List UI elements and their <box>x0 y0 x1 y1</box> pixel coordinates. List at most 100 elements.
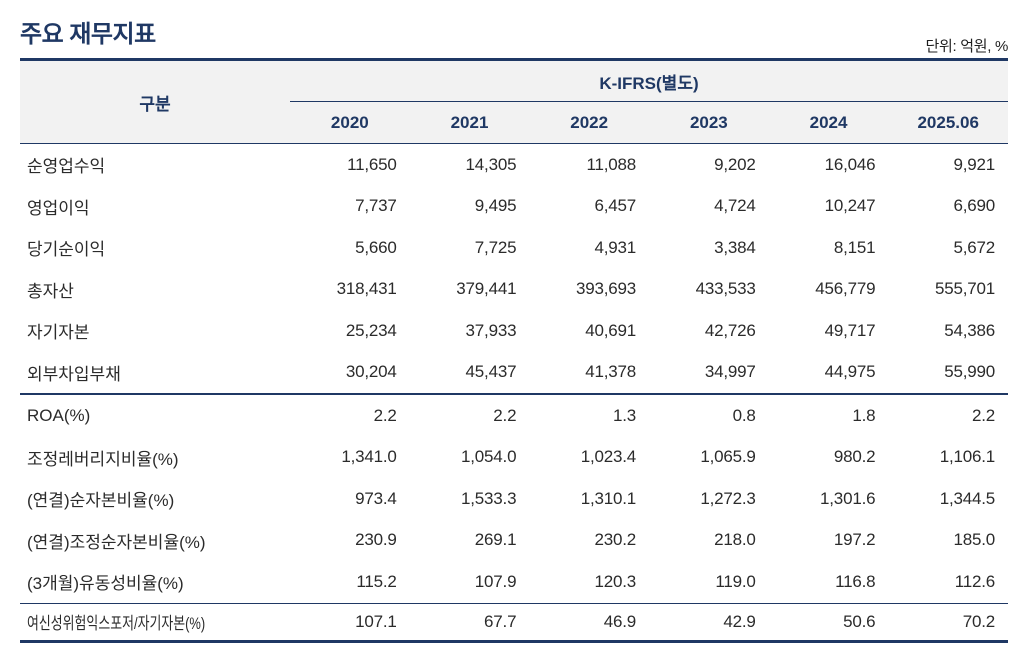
row-label: (연결)순자본비율(%) <box>27 491 175 511</box>
year-header-2022: 2022 <box>570 112 609 132</box>
cell-value: 230.2 <box>594 530 637 550</box>
cell-value: 67.7 <box>484 611 517 631</box>
year-header-2025-06: 2025.06 <box>917 112 979 132</box>
row-label: 순영업수익 <box>27 157 106 177</box>
cell-value: 2.2 <box>373 405 397 425</box>
row-label: (3개월)유동성비율(%) <box>27 574 184 594</box>
cell-value: 6,690 <box>953 196 996 216</box>
cell-value: 45,437 <box>465 362 517 382</box>
cell-value: 4,931 <box>594 237 637 257</box>
table-row: 조정레버리지비율(%) 1,341.0 1,054.0 1,023.4 1,06… <box>20 437 1008 479</box>
cell-value: 37,933 <box>465 320 517 340</box>
row-label: 외부차입부채 <box>27 364 121 384</box>
table-row: ROA(%) 2.2 2.2 1.3 0.8 1.8 2.2 <box>20 395 1008 437</box>
ratio-rows: ROA(%) 2.2 2.2 1.3 0.8 1.8 2.2 조정레버리지비율(… <box>20 395 1008 604</box>
cell-value: 42.9 <box>723 611 756 631</box>
cell-value: 1.3 <box>612 405 637 425</box>
cell-value: 1,310.1 <box>580 488 637 508</box>
cell-value: 7,725 <box>474 237 517 257</box>
cell-value: 5,672 <box>953 237 996 257</box>
table-header: 구분 K-IFRS(별도) 2020 2021 2022 2023 2024 2… <box>20 61 1008 144</box>
year-header-row: 2020 2021 2022 2023 2024 2025.06 <box>290 102 1008 143</box>
table-row: 외부차입부채 30,204 45,437 41,378 34,997 44,97… <box>20 352 1008 394</box>
row-label: 총자산 <box>27 281 74 301</box>
cell-value: 7,737 <box>355 196 397 216</box>
cell-value: 2.2 <box>493 405 517 425</box>
table-row: 영업이익 7,737 9,495 6,457 4,724 10,247 6,69… <box>20 186 1008 228</box>
cell-value: 318,431 <box>336 279 397 299</box>
cell-value: 973.4 <box>355 488 397 508</box>
cell-value: 8,151 <box>833 237 876 257</box>
financial-indicators-table: 구분 K-IFRS(별도) 2020 2021 2022 2023 2024 2… <box>20 58 1008 643</box>
cell-value: 30,204 <box>345 362 397 382</box>
cell-value: 107.1 <box>355 611 397 631</box>
cell-value: 1.8 <box>852 405 876 425</box>
title-bar: 주요 재무지표 단위: 억원, % <box>20 14 1008 58</box>
cell-value: 1,272.3 <box>700 488 756 508</box>
table-row: 당기순이익 5,660 7,725 4,931 3,384 8,151 5,67… <box>20 227 1008 269</box>
cell-value: 379,441 <box>456 279 517 299</box>
cell-value: 269.1 <box>474 530 517 550</box>
cell-value: 1,023.4 <box>580 447 637 467</box>
year-header-2021: 2021 <box>450 112 489 132</box>
table-row: 자기자본 25,234 37,933 40,691 42,726 49,717 … <box>20 310 1008 352</box>
page-title: 주요 재무지표 <box>20 21 156 48</box>
row-label: 여신성위험익스포저/자기자본(%) <box>27 614 206 633</box>
cell-value: 2.2 <box>971 405 996 425</box>
cell-value: 34,997 <box>704 362 756 382</box>
cell-value: 4,724 <box>714 196 756 216</box>
year-header-2023: 2023 <box>689 112 728 132</box>
row-label: ROA(%) <box>27 405 91 425</box>
cell-value: 555,701 <box>934 279 996 299</box>
cell-value: 393,693 <box>575 279 637 299</box>
cell-value: 6,457 <box>594 196 637 216</box>
cell-value: 14,305 <box>465 154 517 174</box>
row-label: 영업이익 <box>27 198 90 218</box>
cell-value: 3,384 <box>714 237 756 257</box>
cell-value: 1,065.9 <box>700 447 756 467</box>
cell-value: 433,533 <box>695 279 756 299</box>
exposure-row-group: 여신성위험익스포저/자기자본(%) 107.1 67.7 46.9 42.9 5… <box>20 604 1008 643</box>
row-label: 자기자본 <box>27 323 90 343</box>
cell-value: 42,726 <box>704 320 756 340</box>
cell-value: 230.9 <box>355 530 397 550</box>
cell-value: 49,717 <box>824 320 876 340</box>
group-header-kifrs: K-IFRS(별도) <box>290 61 1008 102</box>
row-label: (연결)조정순자본비율(%) <box>27 532 206 552</box>
cell-value: 11,650 <box>347 154 397 174</box>
year-header-2024: 2024 <box>809 112 848 132</box>
cell-value: 0.8 <box>732 405 756 425</box>
cell-value: 218.0 <box>714 530 756 550</box>
table-header-right: K-IFRS(별도) 2020 2021 2022 2023 2024 2025… <box>290 61 1008 143</box>
cell-value: 1,533.3 <box>461 488 517 508</box>
unit-label: 단위: 억원, % <box>925 38 1008 55</box>
row-label: 당기순이익 <box>27 240 106 260</box>
cell-value: 107.9 <box>474 571 517 591</box>
cell-value: 197.2 <box>833 530 876 550</box>
cell-value: 41,378 <box>585 362 637 382</box>
cell-value: 40,691 <box>585 320 637 340</box>
cell-value: 119.0 <box>715 571 756 591</box>
table-row: 순영업수익 11,650 14,305 11,088 9,202 16,046 … <box>20 144 1008 186</box>
table-row: (연결)순자본비율(%) 973.4 1,533.3 1,310.1 1,272… <box>20 478 1008 520</box>
cell-value: 116.8 <box>835 571 876 591</box>
table-row: (3개월)유동성비율(%) 115.2 107.9 120.3 119.0 11… <box>20 561 1008 603</box>
row-label: 조정레버리지비율(%) <box>27 449 179 469</box>
cell-value: 25,234 <box>345 320 397 340</box>
cell-value: 9,202 <box>714 154 756 174</box>
cell-value: 5,660 <box>355 237 397 257</box>
cell-value: 46.9 <box>603 611 637 631</box>
cell-value: 185.0 <box>953 530 996 550</box>
cell-value: 456,779 <box>815 279 876 299</box>
year-header-2020: 2020 <box>330 112 369 132</box>
cell-value: 55,990 <box>944 362 996 382</box>
cell-value: 1,106.1 <box>939 447 996 467</box>
cell-value: 54,386 <box>944 320 996 340</box>
table-row: (연결)조정순자본비율(%) 230.9 269.1 230.2 218.0 1… <box>20 520 1008 562</box>
cell-value: 980.2 <box>833 447 876 467</box>
cell-value: 112.6 <box>954 571 996 591</box>
cell-value: 1,054.0 <box>461 447 517 467</box>
column-header-category: 구분 <box>139 94 171 114</box>
cell-value: 16,046 <box>824 154 876 174</box>
